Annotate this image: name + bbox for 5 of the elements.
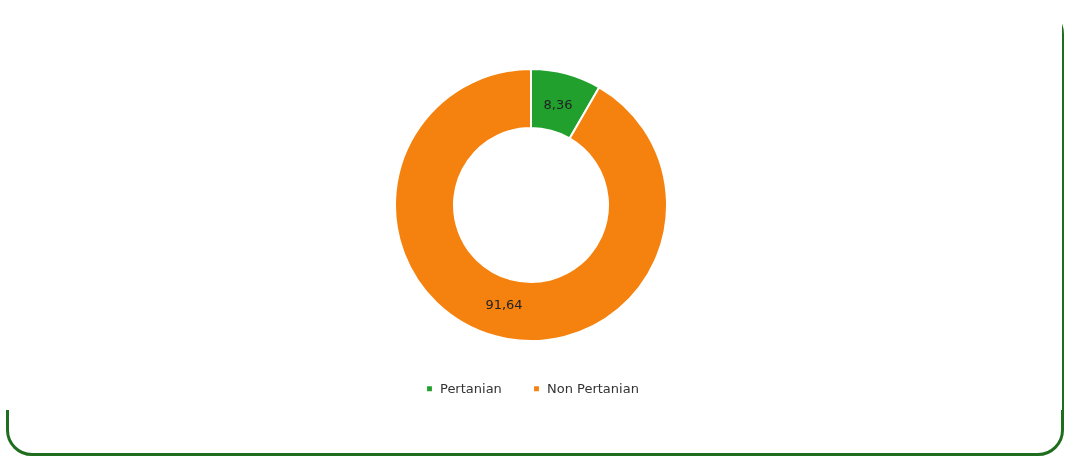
legend-label: Pertanian xyxy=(440,380,502,396)
data-label: 8,36 xyxy=(543,96,573,112)
donut-slice xyxy=(394,68,668,342)
data-label: 91,64 xyxy=(485,297,523,313)
legend-label: Non Pertanian xyxy=(547,380,639,396)
